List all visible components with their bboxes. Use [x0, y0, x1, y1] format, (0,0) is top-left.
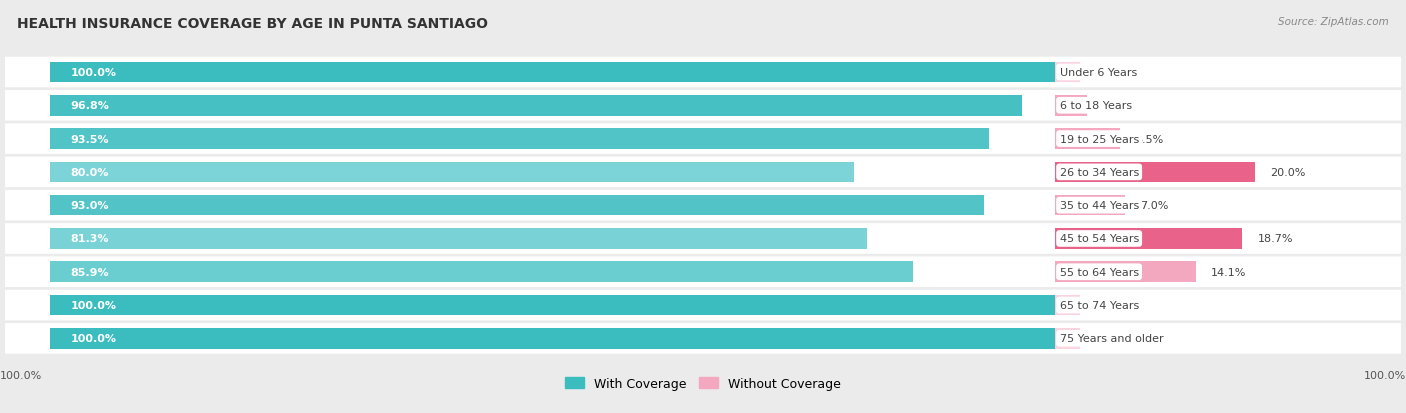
Text: 100.0%: 100.0%	[70, 68, 117, 78]
Bar	[51, 295, 1054, 316]
FancyBboxPatch shape	[6, 57, 1400, 88]
Text: Under 6 Years: Under 6 Years	[1060, 68, 1137, 78]
Text: 93.5%: 93.5%	[70, 134, 108, 144]
FancyBboxPatch shape	[6, 290, 1400, 320]
Bar	[51, 62, 1054, 83]
Bar	[51, 129, 990, 150]
Text: 96.8%: 96.8%	[70, 101, 110, 111]
Text: 80.0%: 80.0%	[70, 167, 108, 178]
FancyBboxPatch shape	[6, 190, 1400, 221]
Text: HEALTH INSURANCE COVERAGE BY AGE IN PUNTA SANTIAGO: HEALTH INSURANCE COVERAGE BY AGE IN PUNT…	[17, 17, 488, 31]
Text: 100.0%: 100.0%	[1364, 370, 1406, 380]
Text: 26 to 34 Years: 26 to 34 Years	[1060, 167, 1139, 178]
Text: 45 to 54 Years: 45 to 54 Years	[1060, 234, 1139, 244]
Text: 35 to 44 Years: 35 to 44 Years	[1060, 201, 1139, 211]
Text: 3.2%: 3.2%	[1102, 101, 1130, 111]
Text: 18.7%: 18.7%	[1257, 234, 1294, 244]
Bar	[51, 328, 1054, 349]
Text: 20.0%: 20.0%	[1271, 167, 1306, 178]
Bar	[51, 262, 912, 282]
Bar	[1054, 129, 1119, 150]
Bar	[1054, 162, 1256, 183]
FancyBboxPatch shape	[6, 124, 1400, 154]
Text: 93.0%: 93.0%	[70, 201, 108, 211]
Bar	[1054, 195, 1125, 216]
Text: Source: ZipAtlas.com: Source: ZipAtlas.com	[1278, 17, 1389, 26]
FancyBboxPatch shape	[6, 157, 1400, 188]
Text: 100.0%: 100.0%	[0, 370, 42, 380]
Text: 0.0%: 0.0%	[1095, 68, 1123, 78]
Bar	[1054, 262, 1197, 282]
Text: 55 to 64 Years: 55 to 64 Years	[1060, 267, 1139, 277]
Text: 65 to 74 Years: 65 to 74 Years	[1060, 300, 1139, 310]
Text: 14.1%: 14.1%	[1211, 267, 1247, 277]
Bar	[51, 228, 866, 249]
Text: 81.3%: 81.3%	[70, 234, 108, 244]
FancyBboxPatch shape	[6, 257, 1400, 287]
Text: 85.9%: 85.9%	[70, 267, 108, 277]
Text: 0.0%: 0.0%	[1095, 334, 1123, 344]
Bar	[1054, 295, 1080, 316]
Text: 7.0%: 7.0%	[1140, 201, 1168, 211]
Text: 19 to 25 Years: 19 to 25 Years	[1060, 134, 1139, 144]
Bar	[1054, 228, 1243, 249]
Text: 100.0%: 100.0%	[70, 300, 117, 310]
Bar	[1054, 328, 1080, 349]
Text: 6 to 18 Years: 6 to 18 Years	[1060, 101, 1132, 111]
Text: 0.0%: 0.0%	[1095, 300, 1123, 310]
Bar	[1054, 96, 1087, 116]
Text: 6.5%: 6.5%	[1135, 134, 1163, 144]
Text: 75 Years and older: 75 Years and older	[1060, 334, 1163, 344]
FancyBboxPatch shape	[6, 91, 1400, 121]
Text: 100.0%: 100.0%	[70, 334, 117, 344]
Bar	[51, 195, 984, 216]
FancyBboxPatch shape	[6, 223, 1400, 254]
Bar	[51, 162, 853, 183]
Bar	[51, 96, 1022, 116]
Legend: With Coverage, Without Coverage: With Coverage, Without Coverage	[561, 372, 845, 395]
Bar	[1054, 62, 1080, 83]
FancyBboxPatch shape	[6, 323, 1400, 354]
